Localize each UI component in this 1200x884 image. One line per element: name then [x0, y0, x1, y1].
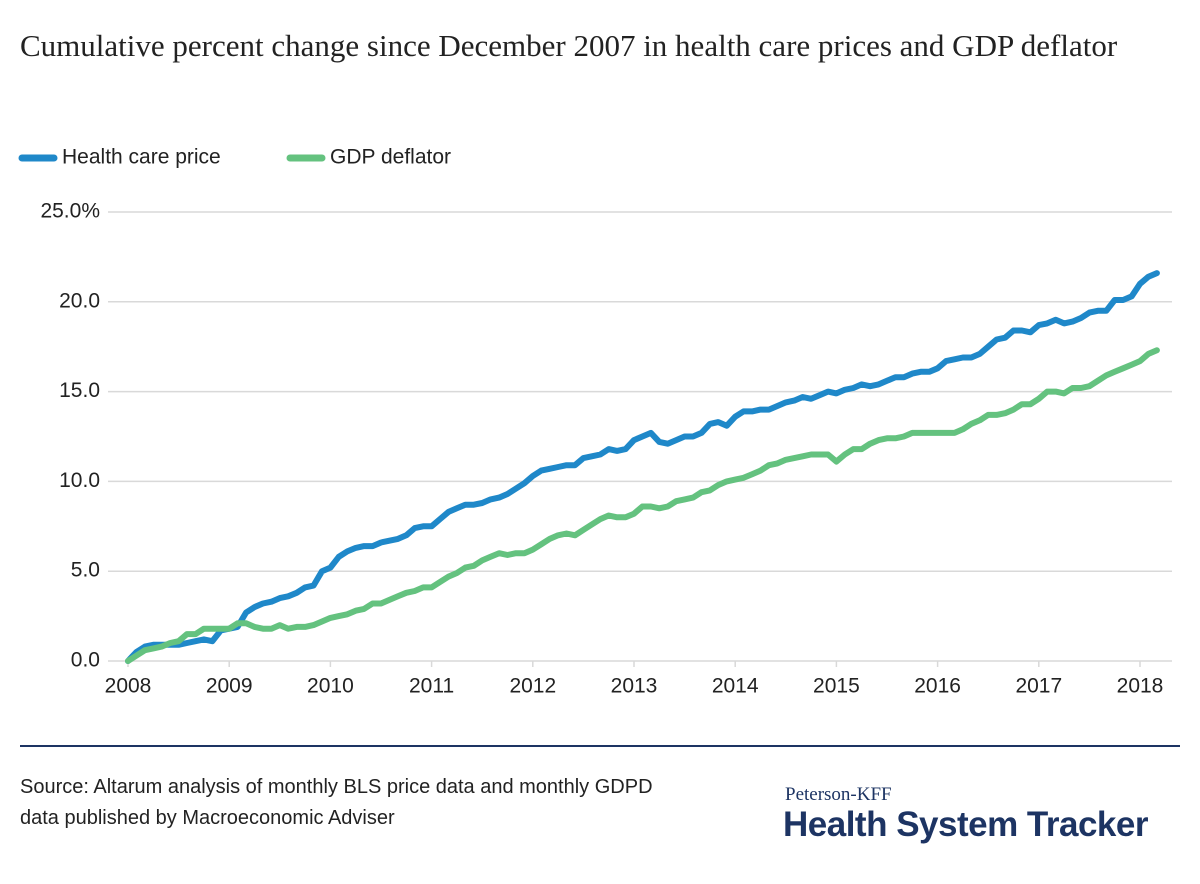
- x-tick-label: 2015: [813, 675, 860, 698]
- legend-label: Health care price: [62, 146, 221, 169]
- x-tick-label: 2008: [105, 675, 152, 698]
- y-tick-label: 0.0: [71, 649, 100, 672]
- y-tick-label: 10.0: [59, 469, 100, 492]
- x-tick-label: 2010: [307, 675, 354, 698]
- x-tick-label: 2018: [1117, 675, 1164, 698]
- legend-label: GDP deflator: [330, 146, 451, 169]
- x-tick-label: 2017: [1015, 675, 1062, 698]
- source-note: Source: Altarum analysis of monthly BLS …: [20, 776, 653, 829]
- x-tick-label: 2011: [409, 675, 454, 698]
- x-tick-label: 2009: [206, 675, 253, 698]
- y-tick-label: 15.0: [59, 379, 100, 402]
- y-tick-label: 25.0%: [40, 200, 100, 223]
- brand: Health System Tracker: [783, 805, 1148, 844]
- x-tick-label: 2012: [509, 675, 556, 698]
- x-tick-label: 2016: [914, 675, 961, 698]
- y-tick-label: 20.0: [59, 289, 100, 312]
- chart-title: Cumulative percent change since December…: [20, 28, 1118, 63]
- x-tick-label: 2013: [611, 675, 658, 698]
- series-line: [125, 270, 1160, 664]
- x-tick-label: 2014: [712, 675, 759, 698]
- y-tick-label: 5.0: [71, 559, 100, 582]
- series-line: [125, 347, 1160, 664]
- brand-small: Peterson-KFF: [785, 784, 892, 805]
